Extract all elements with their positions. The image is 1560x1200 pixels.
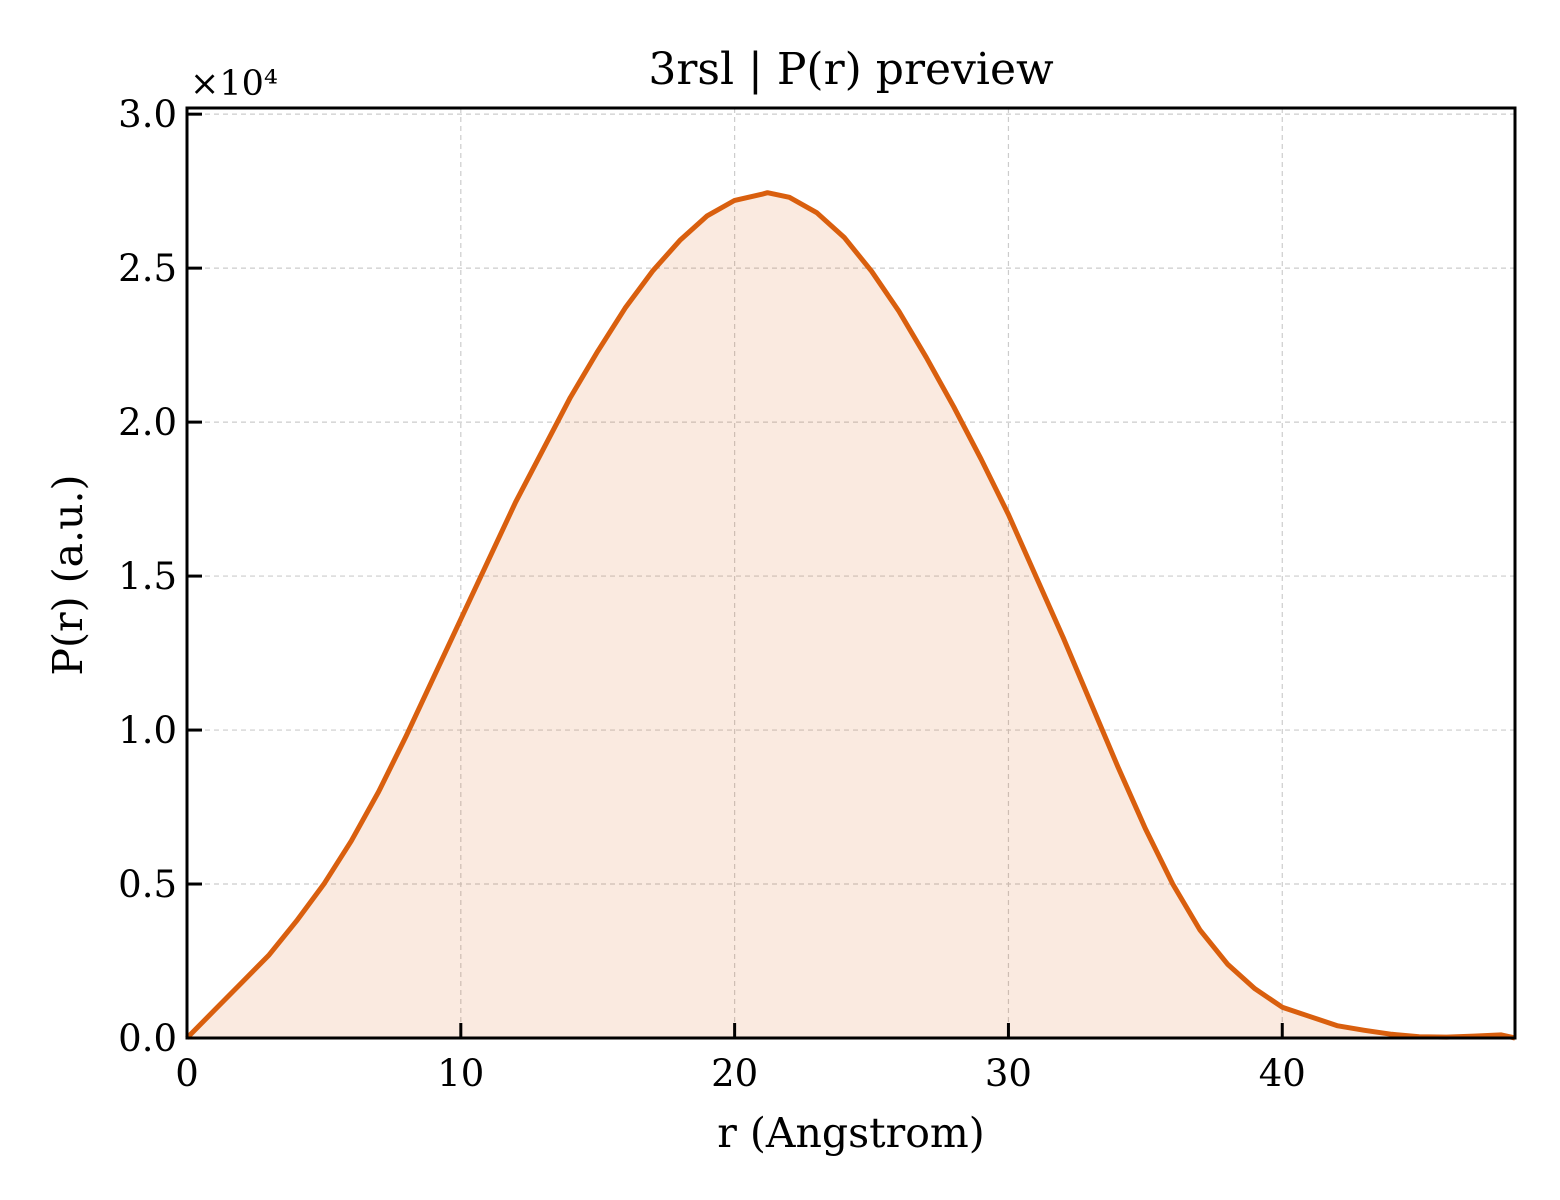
pr-curve	[185, 190, 1516, 1041]
y-tick-label: 2.0	[118, 401, 177, 444]
x-tick-label: 10	[437, 1052, 484, 1095]
x-axis-label: r (Angstrom)	[717, 1109, 985, 1157]
y-multiplier-label: ×10⁴	[190, 64, 278, 104]
y-tick-label: 1.0	[118, 709, 177, 752]
x-axis: 0 10 20 30 40	[175, 1023, 1306, 1095]
y-axis-label: P(r) (a.u.)	[44, 474, 92, 675]
x-tick-label: 40	[1259, 1052, 1306, 1095]
chart-title: 3rsl | P(r) preview	[648, 44, 1054, 95]
pr-area-fill	[187, 192, 1515, 1038]
y-tick-label: 2.5	[118, 247, 177, 290]
grid	[187, 108, 1515, 1038]
y-tick-label: 0.0	[118, 1017, 177, 1060]
x-tick-label: 30	[985, 1052, 1032, 1095]
y-tick-label: 1.5	[118, 555, 177, 598]
x-tick-label: 20	[711, 1052, 758, 1095]
x-tick-label: 0	[175, 1052, 199, 1095]
y-tick-label: 3.0	[118, 93, 177, 136]
y-tick-label: 0.5	[118, 863, 177, 906]
y-axis: 0.0 0.5 1.0 1.5 2.0 2.5 3.0	[118, 93, 202, 1060]
plot-frame	[185, 106, 1517, 1040]
